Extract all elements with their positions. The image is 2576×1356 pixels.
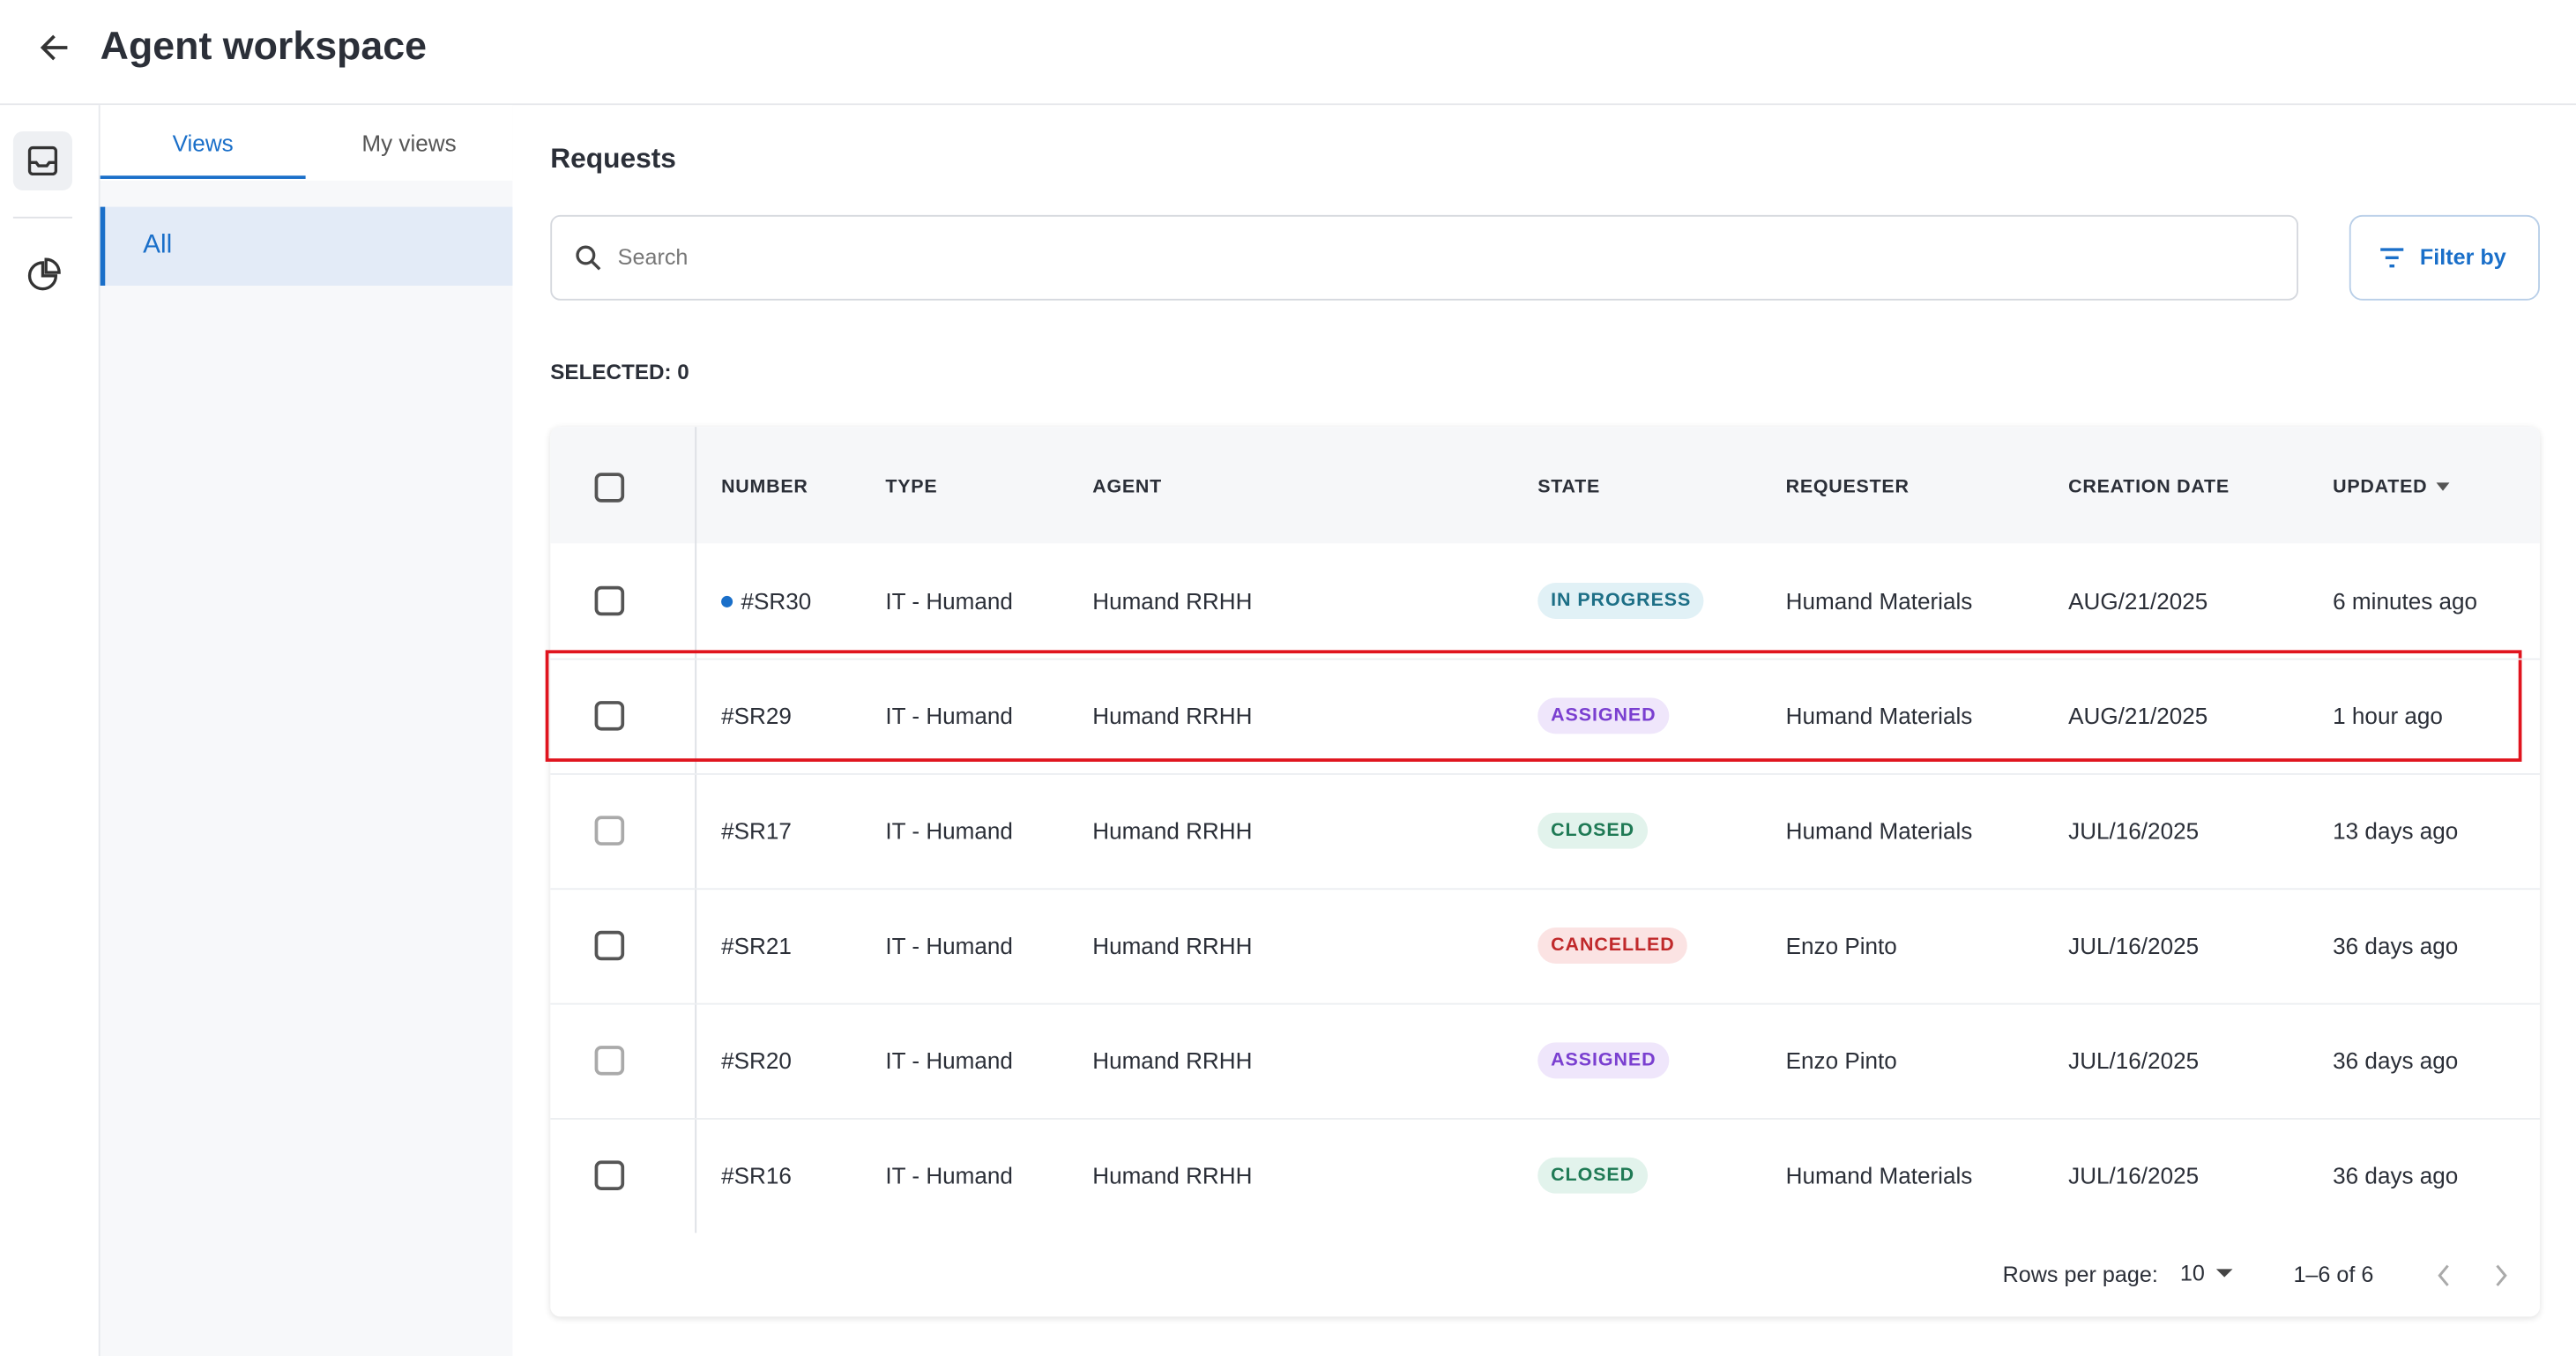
row-checkbox[interactable] <box>594 1160 625 1190</box>
page-range: 1–6 of 6 <box>2293 1262 2374 1287</box>
row-divider <box>550 888 2540 890</box>
filter-button[interactable]: Filter by <box>2349 214 2540 301</box>
selected-count: SELECTED: 0 <box>550 359 689 384</box>
creation-date-cell: AUG/21/2025 <box>2068 702 2208 729</box>
creation-date-cell: AUG/21/2025 <box>2068 587 2208 615</box>
search-box[interactable]: Search <box>550 214 2299 301</box>
row-divider <box>550 1118 2540 1120</box>
agent-cell: Humand RRHH <box>1092 1162 1253 1189</box>
inbox-icon[interactable] <box>12 130 72 190</box>
column-header[interactable]: UPDATED <box>2333 477 2428 498</box>
requester-cell: Humand Materials <box>1785 587 1973 615</box>
state-chip: CLOSED <box>1537 812 1648 849</box>
type-cell: IT - Humand <box>885 1047 1013 1074</box>
views-panel: Views My views All <box>100 105 513 1356</box>
requester-cell: Humand Materials <box>1785 1162 1973 1189</box>
column-header[interactable]: REQUESTER <box>1785 477 1910 498</box>
updated-cell: 1 hour ago <box>2333 702 2443 729</box>
updated-cell: 36 days ago <box>2333 932 2459 959</box>
updated-cell: 13 days ago <box>2333 817 2459 845</box>
section-title: Requests <box>550 142 676 175</box>
filter-label: Filter by <box>2419 244 2506 270</box>
creation-date-cell: JUL/16/2025 <box>2068 817 2200 845</box>
page-title: Agent workspace <box>100 24 428 70</box>
highlight-box <box>545 650 2522 762</box>
number-cell[interactable]: #SR21 <box>721 932 792 959</box>
requests-table <box>550 427 2540 1316</box>
number-cell[interactable]: #SR29 <box>721 702 792 729</box>
column-header[interactable]: CREATION DATE <box>2068 477 2230 498</box>
row-checkbox[interactable] <box>594 816 625 846</box>
page-nav[interactable] <box>2428 1261 2527 1291</box>
type-cell: IT - Humand <box>885 817 1013 845</box>
agent-cell: Humand RRHH <box>1092 932 1253 959</box>
row-divider <box>550 658 2540 660</box>
header: Agent workspace <box>0 0 2576 106</box>
creation-date-cell: JUL/16/2025 <box>2068 1162 2200 1189</box>
row-checkbox[interactable] <box>594 930 625 961</box>
state-chip: ASSIGNED <box>1537 697 1670 734</box>
agent-cell: Humand RRHH <box>1092 1047 1253 1074</box>
rows-per-page-select[interactable]: 10 <box>2179 1261 2205 1285</box>
view-item-label: All <box>143 231 173 260</box>
number-cell[interactable]: #SR17 <box>721 817 792 845</box>
sort-icon <box>2436 482 2450 491</box>
search-placeholder: Search <box>617 244 689 270</box>
creation-date-cell: JUL/16/2025 <box>2068 1047 2200 1074</box>
agent-cell: Humand RRHH <box>1092 702 1253 729</box>
row-checkbox[interactable] <box>594 701 625 731</box>
type-cell: IT - Humand <box>885 587 1013 615</box>
requester-cell: Humand Materials <box>1785 702 1973 729</box>
column-header[interactable]: AGENT <box>1092 477 1162 498</box>
reports-icon[interactable] <box>13 246 72 305</box>
select-all-checkbox[interactable] <box>594 473 625 503</box>
type-cell: IT - Humand <box>885 1162 1013 1189</box>
tab-views[interactable]: Views <box>172 130 234 156</box>
updated-cell: 6 minutes ago <box>2333 587 2478 615</box>
agent-cell: Humand RRHH <box>1092 817 1253 845</box>
creation-date-cell: JUL/16/2025 <box>2068 932 2200 959</box>
requester-cell: Enzo Pinto <box>1785 932 1897 959</box>
view-item[interactable]: All <box>100 206 513 286</box>
column-header[interactable]: STATE <box>1537 477 1601 498</box>
type-cell: IT - Humand <box>885 932 1013 959</box>
column-header[interactable]: NUMBER <box>721 477 808 498</box>
number-cell[interactable]: #SR16 <box>721 1162 792 1189</box>
type-cell: IT - Humand <box>885 702 1013 729</box>
number-cell[interactable]: #SR30 <box>741 587 812 615</box>
state-chip: CLOSED <box>1537 1157 1648 1194</box>
updated-cell: 36 days ago <box>2333 1047 2459 1074</box>
state-chip: IN PROGRESS <box>1537 583 1705 619</box>
icon-rail <box>0 105 101 1356</box>
requester-cell: Humand Materials <box>1785 817 1973 845</box>
unread-dot <box>721 595 733 607</box>
row-divider <box>550 773 2540 775</box>
row-checkbox[interactable] <box>594 585 625 616</box>
agent-cell: Humand RRHH <box>1092 587 1253 615</box>
tab-my-views[interactable]: My views <box>361 130 457 156</box>
state-chip: ASSIGNED <box>1537 1042 1670 1079</box>
row-divider <box>550 1002 2540 1005</box>
column-header[interactable]: TYPE <box>885 477 938 498</box>
state-chip: CANCELLED <box>1537 928 1688 964</box>
requester-cell: Enzo Pinto <box>1785 1047 1897 1074</box>
row-checkbox[interactable] <box>594 1046 625 1076</box>
updated-cell: 36 days ago <box>2333 1162 2459 1189</box>
number-cell[interactable]: #SR20 <box>721 1047 792 1074</box>
back-button[interactable] <box>36 30 72 66</box>
rows-per-page-label: Rows per page: <box>2002 1262 2158 1287</box>
